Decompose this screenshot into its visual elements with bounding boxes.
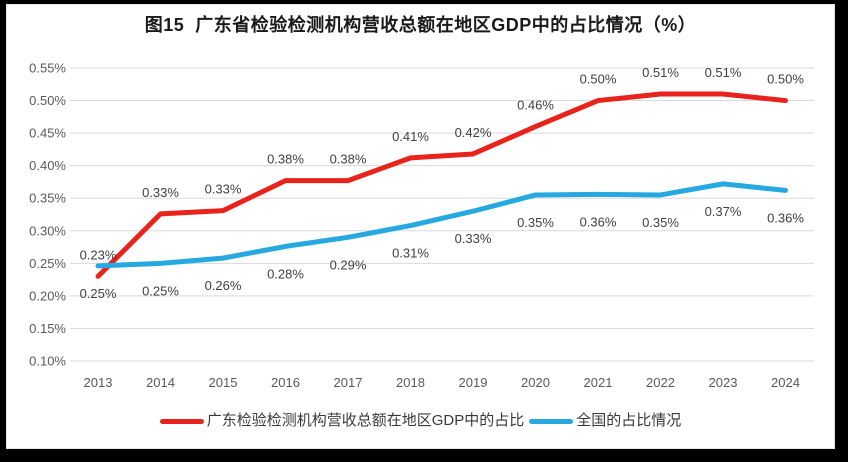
data-label-guangdong: 0.42%	[455, 125, 492, 140]
chart-card	[6, 4, 835, 449]
chart-title: 图15 广东省检验检测机构营收总额在地区GDP中的占比情况（%）	[144, 15, 697, 35]
x-tick-label: 2021	[584, 375, 613, 390]
data-label-guangdong: 0.51%	[705, 65, 742, 80]
data-label-guangdong: 0.38%	[330, 152, 367, 167]
x-tick-label: 2019	[459, 375, 488, 390]
x-tick-label: 2013	[84, 375, 113, 390]
legend-item-guangdong: 广东检验检测机构营收总额在地区GDP中的占比	[159, 411, 525, 431]
legend-label-national: 全国的占比情况	[576, 412, 682, 429]
data-label-guangdong: 0.33%	[142, 185, 179, 200]
x-tick-label: 2020	[521, 375, 550, 390]
data-label-guangdong: 0.41%	[392, 129, 429, 144]
x-tick-label: 2017	[334, 375, 363, 390]
x-tick-label: 2018	[396, 375, 425, 390]
data-label-national: 0.37%	[705, 204, 742, 219]
data-label-national: 0.35%	[517, 215, 554, 230]
data-label-national: 0.36%	[767, 210, 804, 225]
data-label-national: 0.29%	[330, 257, 367, 272]
x-tick-label: 2016	[271, 375, 300, 390]
data-label-guangdong: 0.38%	[267, 152, 304, 167]
blue-line-swatch-icon	[529, 418, 574, 424]
data-label-guangdong: 0.51%	[642, 65, 679, 80]
data-label-guangdong: 0.46%	[517, 98, 554, 113]
data-label-guangdong: 0.33%	[205, 182, 242, 197]
data-label-national: 0.35%	[642, 215, 679, 230]
red-line-swatch-icon	[159, 418, 204, 424]
y-tick-label: 0.40%	[29, 158, 66, 173]
chart-legend: 广东检验检测机构营收总额在地区GDP中的占比 全国的占比情况	[6, 411, 835, 431]
y-tick-label: 0.55%	[29, 61, 66, 76]
data-label-national: 0.31%	[392, 246, 429, 261]
data-label-national: 0.33%	[455, 231, 492, 246]
data-label-national: 0.36%	[580, 214, 617, 229]
y-tick-label: 0.25%	[29, 256, 66, 271]
x-tick-label: 2015	[209, 375, 238, 390]
legend-item-national: 全国的占比情况	[529, 411, 681, 431]
y-tick-label: 0.15%	[29, 321, 66, 336]
data-label-national: 0.25%	[80, 286, 117, 301]
y-tick-label: 0.20%	[29, 288, 66, 303]
data-label-national: 0.25%	[142, 283, 179, 298]
y-tick-label: 0.45%	[29, 126, 66, 141]
data-label-national: 0.28%	[267, 266, 304, 281]
x-tick-label: 2023	[709, 375, 738, 390]
data-label-guangdong: 0.50%	[767, 72, 804, 87]
legend-label-guangdong: 广东检验检测机构营收总额在地区GDP中的占比	[206, 412, 525, 429]
data-label-guangdong: 0.23%	[80, 247, 117, 262]
y-tick-label: 0.35%	[29, 191, 66, 206]
y-tick-label: 0.50%	[29, 93, 66, 108]
y-tick-label: 0.10%	[29, 354, 66, 369]
x-tick-label: 2022	[646, 375, 675, 390]
series-line-guangdong	[95, 91, 788, 279]
series-line-national	[95, 181, 788, 269]
data-label-national: 0.26%	[205, 278, 242, 293]
y-tick-label: 0.30%	[29, 223, 66, 238]
x-tick-label: 2014	[146, 375, 175, 390]
data-label-guangdong: 0.50%	[580, 72, 617, 87]
x-tick-label: 2024	[771, 375, 800, 390]
